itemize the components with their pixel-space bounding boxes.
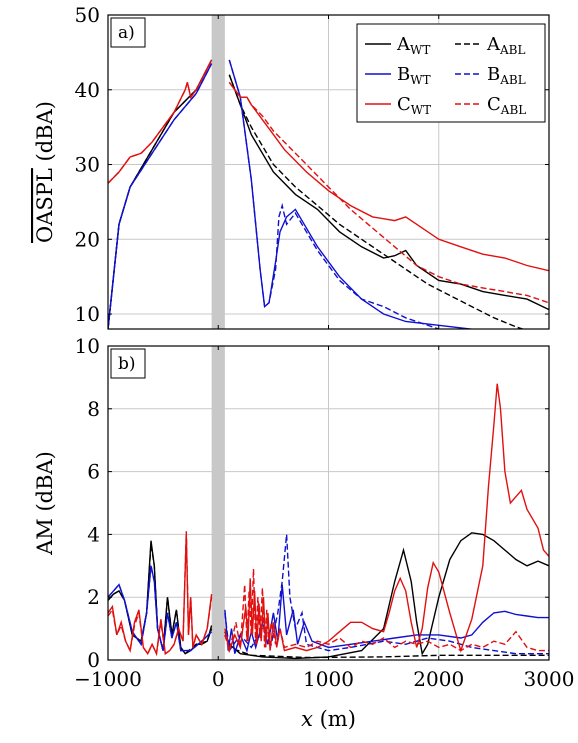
legend-box: [356, 23, 546, 123]
series-c-abl-line: [108, 59, 213, 184]
series-a-abl-line: [224, 634, 549, 659]
series-b-abl-line: [108, 63, 213, 329]
legend-entry-c-abl: CABL: [487, 94, 526, 117]
series-c-abl-line: [228, 81, 549, 304]
y-tick-label: 2: [87, 585, 100, 609]
series-c-abl-line: [224, 568, 549, 652]
panel-a-y-axis-unit: (dBA): [33, 101, 57, 168]
series-c-wt-line: [224, 383, 549, 654]
series-a-wt-line: [224, 532, 549, 660]
y-tick-label: 8: [87, 397, 100, 421]
panel-a-y-axis-label: OASPL (dBA): [33, 101, 57, 243]
legend-entry-b-abl: BABL: [487, 64, 526, 87]
x-tick-label: 0: [212, 667, 225, 691]
panel-b-am: 0 2 4 6 8 10 b): [75, 334, 550, 672]
panel-a-y-axis-quantity: OASPL: [33, 168, 57, 243]
panel-b-series: [108, 383, 549, 660]
y-tick-label: 10: [75, 302, 100, 326]
y-tick-label: 40: [75, 78, 100, 102]
series-a-abl-line: [228, 74, 525, 329]
panel-a-y-ticks: 10 20 30 40 50: [75, 3, 550, 329]
series-b-abl-line: [108, 565, 213, 652]
y-tick-label: 50: [75, 3, 100, 27]
x-axis-label: x (m): [301, 707, 356, 731]
y-tick-label: 10: [75, 334, 100, 358]
series-b-abl-line: [228, 59, 441, 329]
y-tick-label: 6: [87, 460, 100, 484]
panel-a-label-box: a): [110, 17, 146, 48]
panel-a-label: a): [118, 23, 135, 43]
series-b-wt-line: [224, 584, 549, 654]
x-tick-label: 1000: [303, 667, 354, 691]
panel-b-label-box: b): [110, 348, 146, 379]
y-tick-label: 20: [75, 227, 100, 251]
x-axis-ticks: −1000 0 1000 2000 3000: [74, 667, 574, 691]
panel-a-excluded-band: [211, 15, 225, 329]
panel-b-excluded-band: [211, 346, 225, 660]
y-tick-label: 4: [87, 522, 100, 546]
series-c-abl-line: [108, 531, 213, 657]
panel-b-label: b): [118, 354, 136, 374]
x-tick-label: −1000: [74, 667, 142, 691]
x-tick-label: 2000: [413, 667, 464, 691]
svg-text:OASPL (dBA): OASPL (dBA): [33, 101, 57, 243]
series-b-wt-line: [108, 63, 213, 329]
y-tick-label: 0: [87, 648, 100, 672]
series-a-abl-line: [108, 59, 213, 329]
panel-a-oaspl: 10 20 30 40 50 a) AWT AABL BWT BABL CWT CABL: [75, 3, 550, 330]
legend-entry-b-wt: BWT: [397, 64, 431, 87]
panel-b-y-ticks: 0 2 4 6 8 10: [75, 334, 550, 672]
x-axis-unit: (m): [313, 707, 356, 731]
legend: AWT AABL BWT BABL CWT CABL: [356, 23, 546, 123]
y-tick-label: 30: [75, 153, 100, 177]
series-a-wt-line: [108, 59, 213, 329]
panel-b-y-axis-label: AM (dBA): [33, 451, 57, 556]
panel-b-gridlines: [107, 345, 550, 661]
legend-entry-c-wt: CWT: [397, 94, 431, 117]
x-tick-label: 3000: [524, 667, 575, 691]
x-axis-variable: x: [301, 707, 313, 731]
panel-a-series: [108, 59, 549, 329]
legend-entry-a-wt: AWT: [396, 34, 430, 57]
legend-entry-a-abl: AABL: [486, 34, 525, 57]
series-a-wt-line: [228, 74, 549, 311]
